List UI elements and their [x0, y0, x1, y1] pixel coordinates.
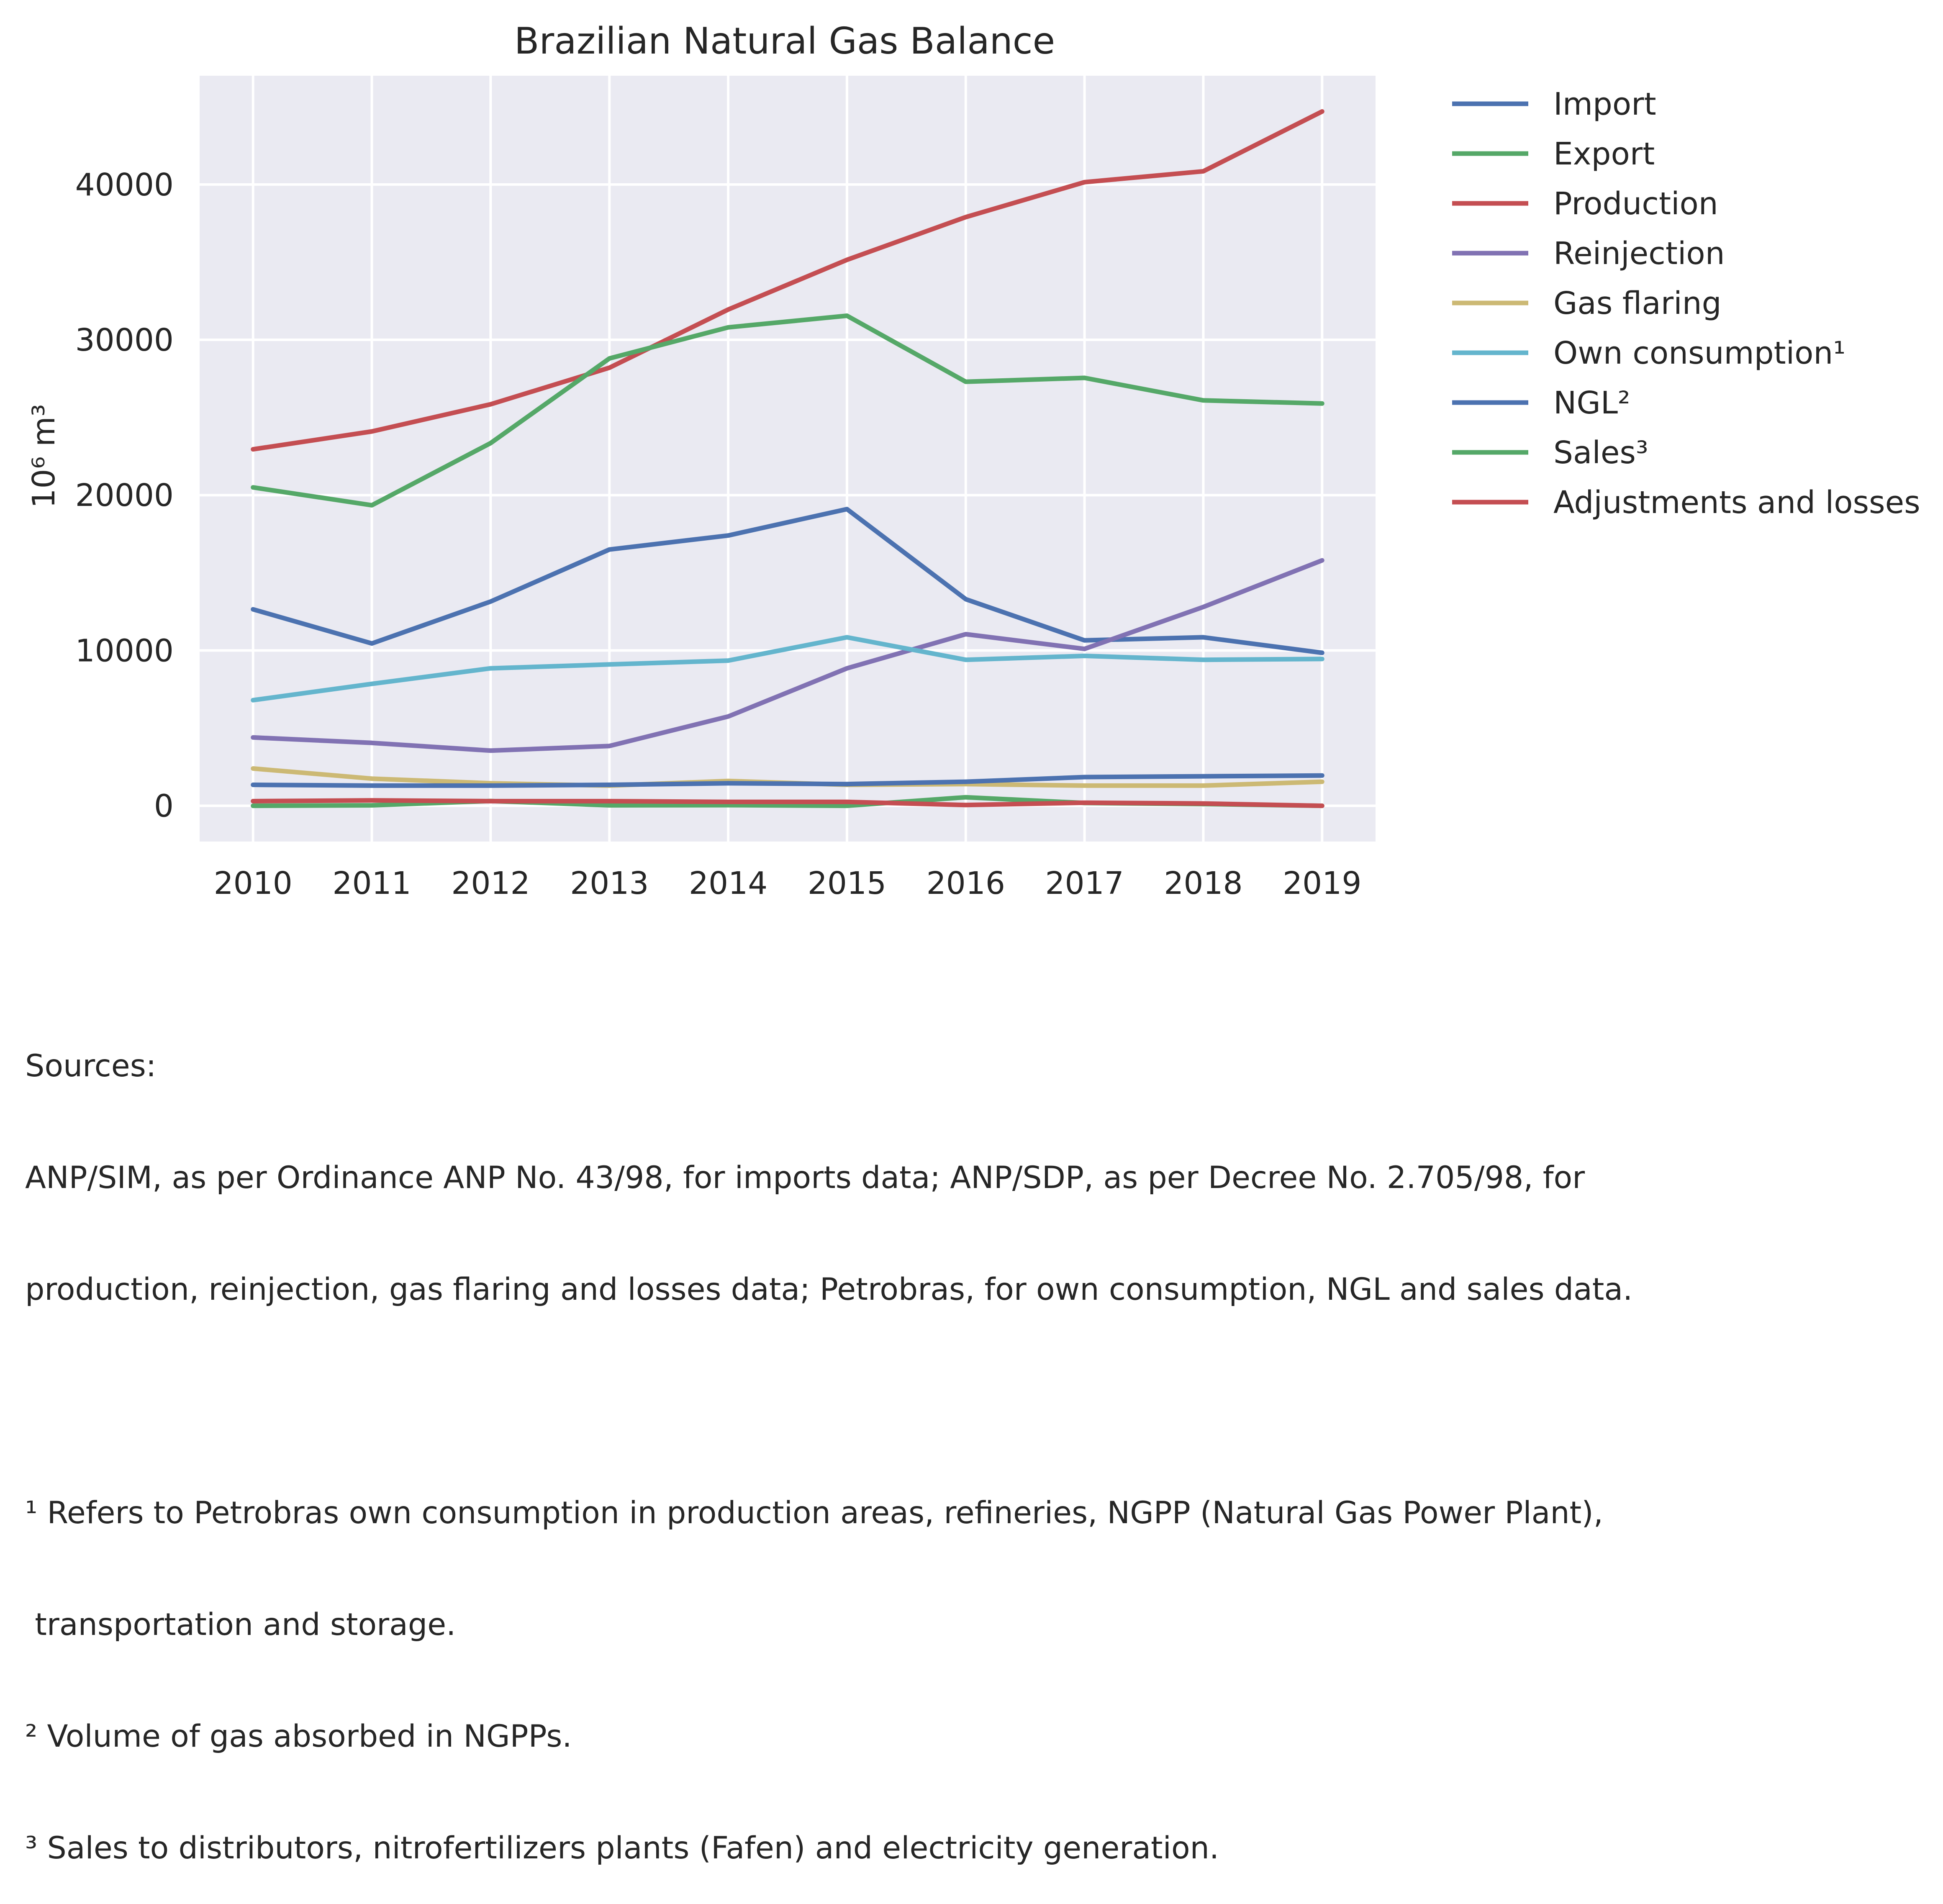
series-lines — [251, 109, 1324, 808]
series-line — [251, 558, 1324, 753]
legend-label: Own consumption¹ — [1553, 335, 1845, 371]
legend-label: Reinjection — [1553, 236, 1725, 272]
series-line — [251, 313, 1324, 508]
series-line — [251, 635, 1324, 703]
legend-label: Export — [1553, 136, 1655, 172]
footnote-1-continued: transportation and storage. — [25, 1607, 456, 1642]
footnote-3: ³ Sales to distributors, nitrofertilizer… — [25, 1830, 1219, 1866]
y-axis-label: 10⁶ m³ — [26, 404, 62, 508]
plot-area — [200, 76, 1376, 842]
series-line — [251, 109, 1324, 452]
x-tick-label: 2015 — [808, 865, 886, 901]
legend: Import Export Production Reinjection Gas fla… — [1452, 86, 1920, 521]
x-tick-label: 2018 — [1164, 865, 1242, 901]
series-line — [251, 507, 1324, 655]
x-tick-label: 2016 — [927, 865, 1005, 901]
legend-label: Production — [1553, 186, 1718, 222]
y-tick-label: 0 — [154, 788, 174, 824]
x-tick-label: 2012 — [451, 865, 530, 901]
legend-label: Adjustments and losses — [1553, 485, 1920, 521]
y-tick-label: 40000 — [75, 167, 174, 203]
chart-title: Brazilian Natural Gas Balance — [514, 20, 1055, 62]
footnote-1: ¹ Refers to Petrobras own consumption in… — [25, 1495, 1603, 1531]
chart: Brazilian Natural Gas Balance 2010 2011 20… — [26, 20, 1920, 901]
x-tick-labels: 2010 2011 2012 2013 2014 2015 2016 2017 2018 2019 — [214, 865, 1362, 901]
x-tick-label: 2011 — [332, 865, 411, 901]
legend-label: NGL² — [1553, 385, 1630, 421]
series-line — [251, 773, 1324, 788]
legend-label: Sales³ — [1553, 435, 1648, 471]
y-tick-labels: 0 10000 20000 30000 40000 — [75, 167, 174, 824]
y-tick-label: 20000 — [75, 477, 174, 513]
x-tick-label: 2014 — [689, 865, 767, 901]
x-tick-label: 2017 — [1045, 865, 1124, 901]
sources-heading: Sources: — [25, 1048, 157, 1084]
footnote-2: ² Volume of gas absorbed in NGPPs. — [25, 1719, 572, 1754]
sources-line: production, reinjection, gas flaring and… — [25, 1272, 1633, 1307]
x-tick-label: 2010 — [214, 865, 293, 901]
y-tick-label: 30000 — [75, 322, 174, 358]
x-tick-label: 2019 — [1283, 865, 1361, 901]
legend-label: Gas flaring — [1553, 285, 1722, 321]
y-tick-label: 10000 — [75, 633, 174, 669]
x-tick-label: 2013 — [570, 865, 649, 901]
spacer — [25, 1383, 1908, 1420]
legend-label: Import — [1553, 86, 1656, 122]
series-line — [251, 798, 1324, 808]
sources-line: ANP/SIM, as per Ordinance ANP No. 43/98,… — [25, 1160, 1585, 1196]
sources-notes: Sources: ANP/SIM, as per Ordinance ANP N… — [25, 973, 1908, 1904]
